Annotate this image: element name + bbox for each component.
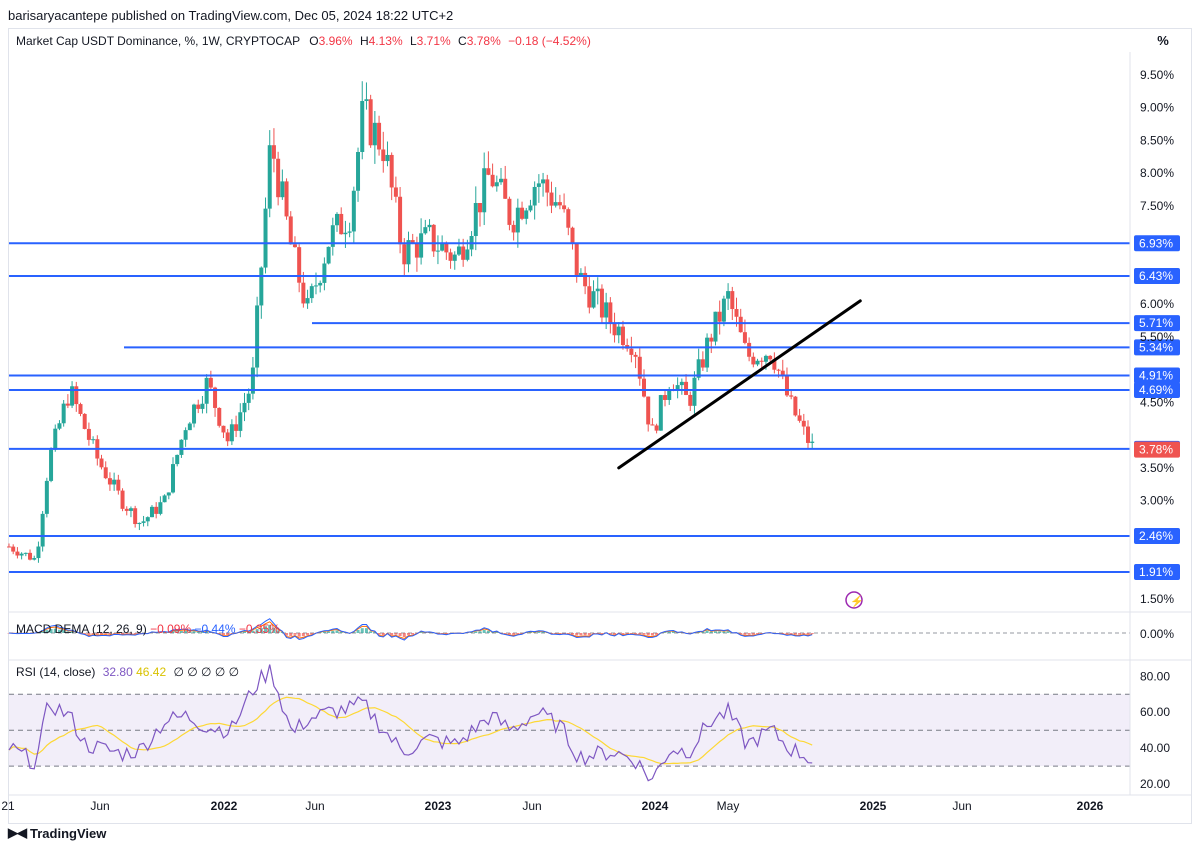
macd-value-2: −0.44% xyxy=(194,622,236,636)
tradingview-logo[interactable]: ▶◀ TradingView xyxy=(8,825,106,841)
ohlc-low-value: 3.71% xyxy=(416,34,451,48)
tradingview-logo-text: TradingView xyxy=(30,825,107,841)
macd-legend[interactable]: MACD DEMA (12, 26, 9) −0.09% −0.44% −0.3… xyxy=(16,622,280,636)
ohlc-close-value: 3.78% xyxy=(466,34,501,48)
change-value: −0.18 (−4.52%) xyxy=(508,34,591,48)
rsi-legend[interactable]: RSI (14, close) 32.80 46.42 ∅ ∅ ∅ ∅ ∅ xyxy=(16,665,239,679)
ohlc-open-key: O xyxy=(309,34,319,48)
ohlc-high-key: H xyxy=(359,34,369,48)
chart-frame xyxy=(8,28,1192,824)
rsi-params: (14, close) xyxy=(39,665,96,679)
symbol-title: Market Cap USDT Dominance, %, 1W, CRYPTO… xyxy=(16,34,300,48)
rsi-value: 32.80 xyxy=(102,665,133,679)
ohlc-low-key: L xyxy=(409,34,417,48)
rsi-extra: ∅ ∅ ∅ ∅ ∅ xyxy=(173,665,240,679)
ohlc-open-value: 3.96% xyxy=(318,34,353,48)
macd-name: MACD DEMA xyxy=(16,622,89,636)
ohlc-high-value: 4.13% xyxy=(368,34,403,48)
macd-value-1: −0.09% xyxy=(150,622,192,636)
ohlc-close-key: C xyxy=(458,34,467,48)
symbol-legend[interactable]: Market Cap USDT Dominance, %, 1W, CRYPTO… xyxy=(16,34,595,48)
macd-params: (12, 26, 9) xyxy=(92,622,147,636)
percent-scale-button[interactable]: % xyxy=(1157,33,1169,48)
rsi-name: RSI xyxy=(16,665,37,679)
macd-value-3: −0.35% xyxy=(238,622,280,636)
tradingview-logo-icon: ▶◀ xyxy=(8,825,27,840)
publisher-note: barisaryacantepe published on TradingVie… xyxy=(8,8,454,23)
rsi-ma-value: 46.42 xyxy=(136,665,167,679)
